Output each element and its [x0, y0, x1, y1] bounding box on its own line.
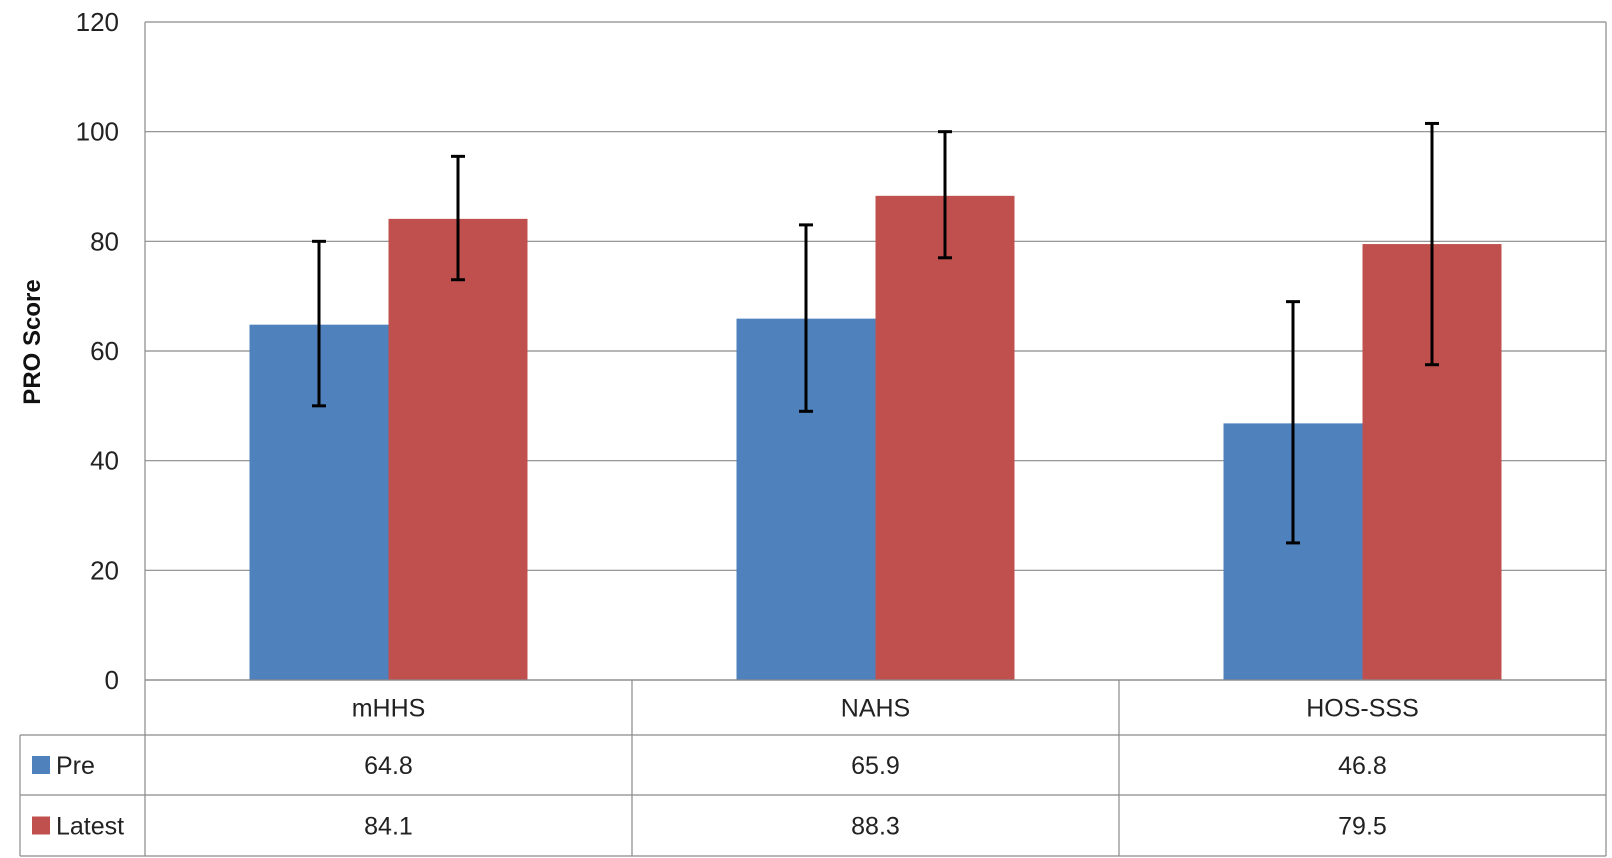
data-label: 64.8 — [364, 752, 413, 780]
legend-swatch-latest — [32, 816, 50, 835]
category-label: NAHS — [841, 695, 910, 723]
y-tick-labels: 0 20 40 60 80 100 120 — [76, 7, 119, 695]
y-tick-label: 0 — [105, 665, 119, 695]
y-tick-label: 60 — [90, 336, 119, 366]
bar-latest-nahs — [875, 195, 1015, 681]
y-tick-label: 120 — [76, 7, 119, 37]
y-tick-label: 20 — [90, 555, 119, 585]
category-label: mHHS — [352, 695, 426, 723]
bar-latest-mhhs — [388, 218, 528, 680]
data-table: mHHS NAHS HOS-SSS Pre 64.8 65.9 46.8 Latest 84.1… — [19, 679, 1607, 857]
data-label: 84.1 — [364, 813, 413, 841]
data-label: 88.3 — [851, 813, 900, 841]
data-label: 79.5 — [1338, 813, 1387, 841]
y-tick-label: 100 — [76, 117, 119, 147]
legend-label: Latest — [56, 813, 124, 841]
category-label: HOS-SSS — [1306, 695, 1419, 723]
legend-swatch-pre — [32, 756, 50, 774]
legend-label: Pre — [56, 752, 95, 780]
y-tick-label: 40 — [90, 446, 119, 476]
data-label: 65.9 — [851, 752, 900, 780]
y-axis-label: PRO Score — [19, 279, 46, 404]
y-tick-label: 80 — [90, 226, 119, 256]
error-bars — [312, 121, 1439, 545]
bars — [249, 195, 1502, 681]
data-label: 46.8 — [1338, 752, 1387, 780]
